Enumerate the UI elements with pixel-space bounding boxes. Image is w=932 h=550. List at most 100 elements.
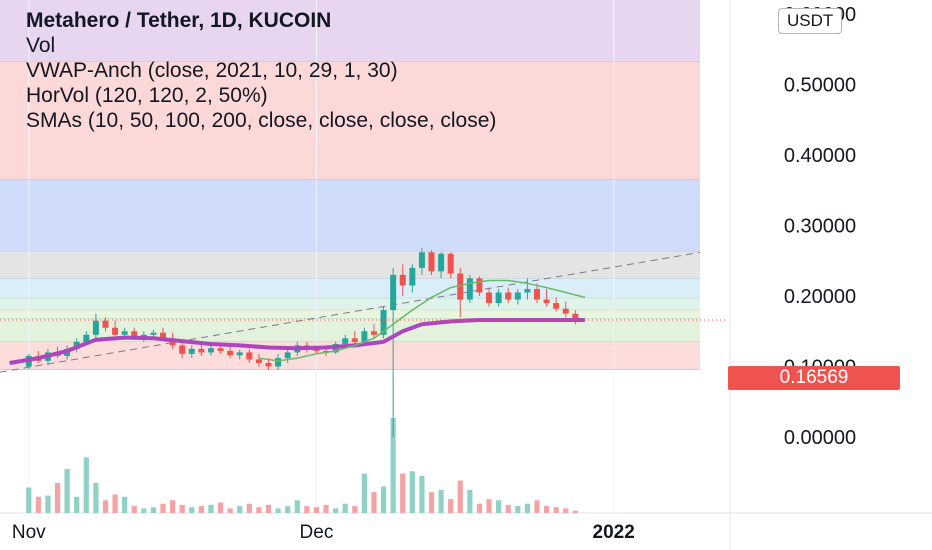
price-zone-2 xyxy=(0,179,700,252)
candle-34 xyxy=(351,338,358,342)
volume-bar-43 xyxy=(438,489,444,513)
x-tick-label-2: 2022 xyxy=(593,522,635,543)
volume-bar-55 xyxy=(553,507,559,513)
volume-bar-14 xyxy=(160,503,166,513)
candle-45 xyxy=(457,273,464,300)
candle-27 xyxy=(284,352,291,359)
y-tick-label-0: 0.00000 xyxy=(784,427,856,449)
candle-40 xyxy=(409,267,416,286)
candle-55 xyxy=(553,303,560,309)
y-tick-label-3: 0.30000 xyxy=(784,216,856,238)
y-tick-label-4: 0.40000 xyxy=(784,145,856,167)
candle-30 xyxy=(313,348,320,352)
trendline xyxy=(0,251,701,373)
x-axis: Nov Dec 2022 xyxy=(12,522,635,543)
x-tick-label-0: Nov xyxy=(12,522,46,543)
volume-bar-15 xyxy=(170,500,176,513)
volume-bar-53 xyxy=(534,500,540,513)
candles xyxy=(25,248,579,437)
volume-bar-41 xyxy=(419,475,425,513)
volume-bar-57 xyxy=(572,510,578,513)
currency-badge[interactable]: USDT xyxy=(778,8,843,34)
volume-bar-8 xyxy=(102,500,109,513)
volume-bar-24 xyxy=(256,507,262,513)
candle-46 xyxy=(466,278,473,300)
candle-26 xyxy=(275,358,282,367)
candle-12 xyxy=(140,334,147,337)
candle-38 xyxy=(390,274,397,311)
volume-bar-54 xyxy=(543,506,550,513)
price-zone-4 xyxy=(0,278,700,299)
volume-bar-30 xyxy=(313,507,320,513)
trendline xyxy=(0,251,701,373)
candle-16 xyxy=(179,345,186,354)
candle-7 xyxy=(92,320,99,335)
volume-bar-28 xyxy=(294,500,300,513)
volume-bar-44 xyxy=(448,499,454,513)
indicator-vol[interactable]: Vol xyxy=(26,34,56,57)
candle-20 xyxy=(217,348,224,352)
candle-6 xyxy=(83,334,90,342)
volume-bar-10 xyxy=(122,496,128,513)
volume-bar-49 xyxy=(496,500,502,513)
volume-bar-3 xyxy=(54,482,61,513)
volume-bar-29 xyxy=(304,506,310,513)
indicator-lines xyxy=(0,279,728,365)
price-zone-1 xyxy=(0,61,700,180)
volume-bar-45 xyxy=(457,480,463,513)
candle-42 xyxy=(428,252,435,272)
volume-bar-4 xyxy=(64,468,70,513)
candle-14 xyxy=(160,332,167,339)
candle-37 xyxy=(380,310,387,335)
candle-23 xyxy=(246,352,253,360)
price-zone-6 xyxy=(0,310,700,319)
y-tick-label-5: 0.50000 xyxy=(784,75,856,97)
vwap-line xyxy=(9,318,585,365)
volume-bar-21 xyxy=(227,508,233,513)
candle-10 xyxy=(121,331,128,335)
sma-10-line xyxy=(258,279,586,362)
candle-9 xyxy=(112,327,119,335)
candle-41 xyxy=(418,252,425,268)
volume-bar-9 xyxy=(112,494,118,513)
volume-bar-56 xyxy=(563,508,569,513)
candle-53 xyxy=(533,288,540,300)
volume-bar-50 xyxy=(505,504,511,513)
candle-47 xyxy=(476,278,483,293)
y-tick-label-2: 0.20000 xyxy=(784,286,856,308)
volume-bar-47 xyxy=(476,503,483,513)
indicator-horvol[interactable]: HorVol (120, 120, 2, 50%) xyxy=(26,84,268,107)
chart-title: Metahero / Tether, 1D, KUCOIN xyxy=(26,9,332,32)
candle-19 xyxy=(207,348,214,353)
candle-11 xyxy=(131,331,138,337)
chart-legend: Metahero / Tether, 1D, KUCOIN Vol VWAP-A… xyxy=(26,8,731,133)
indicator-vwap[interactable]: VWAP-Anch (close, 2021, 10, 29, 1, 30) xyxy=(26,59,398,82)
candle-44 xyxy=(447,253,454,274)
indicator-smas[interactable]: SMAs (10, 50, 100, 200, close, close, cl… xyxy=(26,109,497,132)
volume-bar-35 xyxy=(361,473,367,513)
volume-bar-27 xyxy=(285,506,291,513)
candle-8 xyxy=(102,320,109,328)
volume-bar-42 xyxy=(428,492,435,513)
volume-bar-5 xyxy=(74,496,80,513)
volume-bar-31 xyxy=(323,504,329,513)
horizontal-volume-zones xyxy=(0,0,700,370)
candle-18 xyxy=(198,348,205,353)
volume-bar-19 xyxy=(208,504,214,513)
volume-bar-36 xyxy=(371,492,377,513)
candle-43 xyxy=(438,253,445,272)
volume-bar-2 xyxy=(45,495,51,513)
volume-bar-26 xyxy=(275,508,281,513)
candle-51 xyxy=(514,292,521,300)
volume-bar-20 xyxy=(217,502,224,513)
volume-bar-51 xyxy=(515,506,521,513)
volume-bar-23 xyxy=(246,503,252,513)
price-zone-5 xyxy=(0,298,700,311)
volume-bar-11 xyxy=(131,506,137,513)
volume-bar-6 xyxy=(83,457,89,513)
volume-bar-16 xyxy=(179,504,185,513)
candle-49 xyxy=(495,292,502,304)
candle-13 xyxy=(150,332,157,335)
candle-36 xyxy=(370,331,377,335)
